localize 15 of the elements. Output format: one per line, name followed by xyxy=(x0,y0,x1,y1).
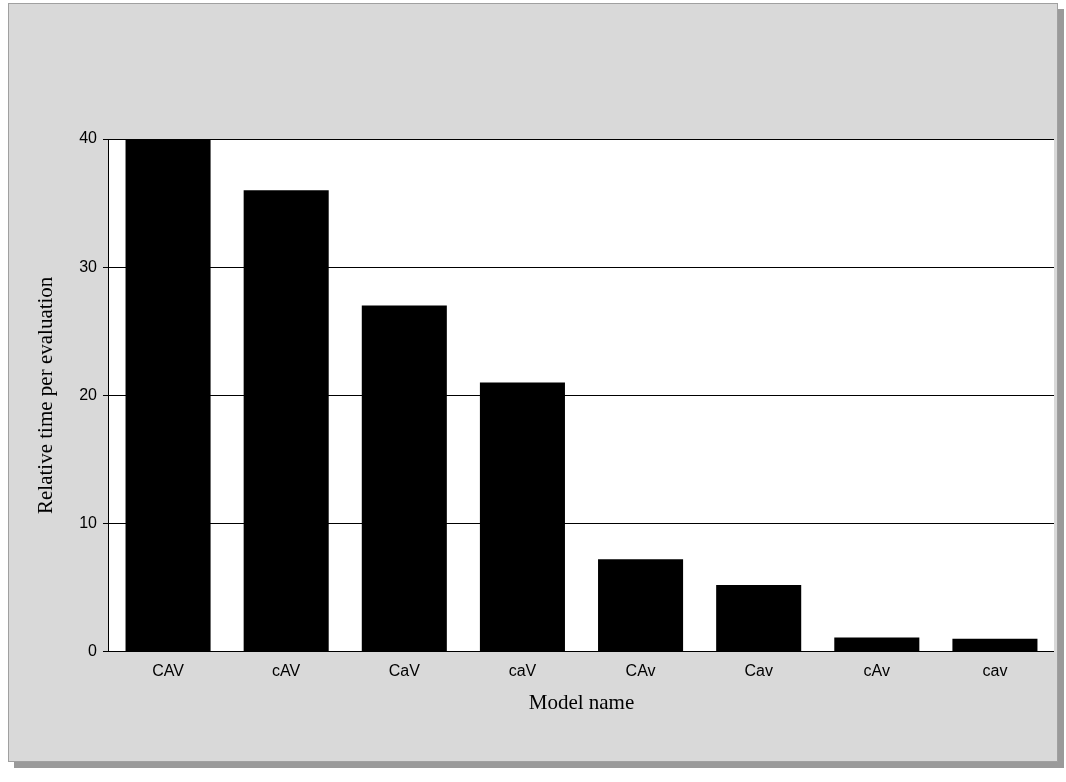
y-tick-label: 30 xyxy=(79,257,98,275)
x-tick-label: caV xyxy=(508,661,537,679)
x-tick-label: CAv xyxy=(625,661,656,679)
y-tick-label: 10 xyxy=(79,513,98,531)
x-axis-title: Model name xyxy=(528,689,635,714)
x-tick-label: cav xyxy=(982,661,1008,679)
x-tick-label: CaV xyxy=(388,661,421,679)
y-tick-label: 0 xyxy=(88,642,98,660)
y-tick-label: 20 xyxy=(79,385,98,403)
x-tick-label: cAv xyxy=(863,661,891,679)
y-axis-title: Relative time per evaluation xyxy=(33,276,58,514)
y-tick-label: 40 xyxy=(79,129,98,147)
x-tick-label: Cav xyxy=(744,661,773,679)
x-tick-label: CAV xyxy=(152,661,185,679)
x-tick-label: cAV xyxy=(272,661,301,679)
